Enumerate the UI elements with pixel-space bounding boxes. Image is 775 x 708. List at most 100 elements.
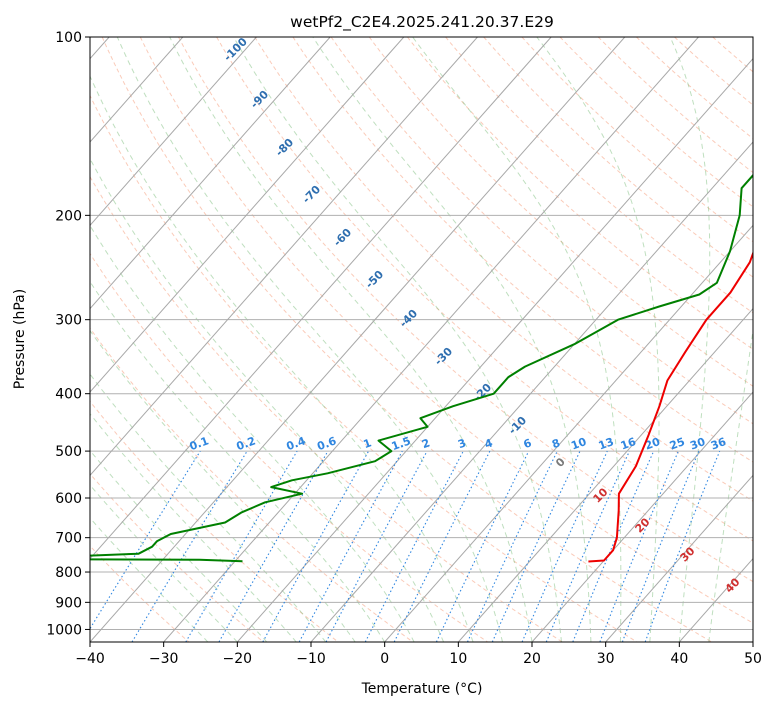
- dry-adiabat: [90, 545, 190, 642]
- mixing-ratio-line: [572, 450, 655, 642]
- isotherm-gridline: [90, 37, 405, 393]
- moist-adiabat: [312, 37, 592, 642]
- moist-adiabat: [90, 329, 356, 642]
- y-tick-label: 200: [55, 208, 82, 224]
- mixing-ratio-label: 2: [420, 436, 432, 451]
- plot-frame: [89, 36, 754, 643]
- mixing-ratio-line: [466, 450, 558, 642]
- moist-adiabat: [708, 327, 753, 642]
- mixing-ratio-line: [131, 450, 248, 642]
- isotherm-gridline: [236, 57, 753, 642]
- dry-adiabat: [90, 94, 638, 642]
- mixing-ratio-line: [621, 450, 700, 642]
- mixing-ratio-label: 16: [619, 435, 638, 453]
- dry-adiabat: [559, 37, 753, 208]
- y-tick-label: 900: [55, 595, 82, 611]
- dry-adiabat: [521, 37, 753, 243]
- mixing-ratio-line: [521, 450, 608, 642]
- x-tick-label: −40: [75, 651, 105, 667]
- moist-adiabat: [90, 75, 474, 642]
- mixing-ratio-label: 30: [688, 435, 707, 453]
- dry-adiabat: [597, 37, 753, 174]
- dewpoint-profile-line: [90, 173, 753, 563]
- isotherm-gridline: [90, 37, 626, 642]
- dry-adiabat: [254, 37, 753, 502]
- dry-adiabat: [483, 37, 753, 278]
- dry-adiabat: [139, 37, 753, 624]
- mixing-ratio-line: [364, 450, 464, 642]
- isotherm-label: -30: [432, 345, 455, 368]
- isotherm-gridline: [457, 307, 753, 642]
- x-tick-label: 0: [380, 651, 389, 667]
- isotherm-gridline: [90, 37, 478, 477]
- mixing-ratio-line: [298, 450, 403, 642]
- temperature-profile-line: [588, 250, 753, 563]
- isotherm-label: -40: [397, 307, 420, 330]
- moist-adiabat: [90, 373, 327, 642]
- isotherm-gridline: [90, 37, 331, 310]
- x-tick-label: −30: [149, 651, 179, 667]
- mixing-ratio-line: [90, 450, 201, 630]
- moist-adiabat: [233, 37, 562, 642]
- dry-adiabat: [407, 37, 753, 350]
- mixing-ratio-label: 6: [522, 436, 534, 451]
- mixing-ratio-line: [545, 450, 630, 642]
- x-tick-label: 40: [670, 651, 688, 667]
- mixing-ratio-label: 10: [569, 435, 588, 453]
- dry-adiabat: [101, 37, 712, 642]
- mixing-ratio-label: 0.4: [285, 434, 308, 453]
- moist-adiabat: [669, 37, 711, 642]
- mixing-ratio-line: [644, 450, 721, 642]
- dry-adiabat: [90, 252, 488, 642]
- isotherm-label: 0: [553, 455, 568, 470]
- isotherm-gridline: [90, 37, 552, 560]
- dry-adiabat: [712, 37, 753, 73]
- y-tick-label: 800: [55, 565, 82, 581]
- mixing-ratio-label: 0.1: [188, 434, 211, 453]
- isotherm-gridline: [384, 224, 753, 642]
- y-tick-label: 600: [55, 491, 82, 507]
- mixing-ratio-label: 36: [709, 435, 728, 453]
- y-tick-label: 500: [55, 444, 82, 460]
- mixing-ratio-line: [599, 450, 679, 642]
- isotherm-label: -70: [300, 183, 323, 206]
- moist-adiabat: [90, 484, 238, 642]
- x-axis-label: Temperature (°C): [361, 681, 483, 697]
- isotherm-gridline: [90, 37, 257, 227]
- x-tick-label: 30: [597, 651, 615, 667]
- y-tick-label: 700: [55, 531, 82, 547]
- x-tick-label: −20: [223, 651, 253, 667]
- mixing-ratio-line: [393, 450, 491, 642]
- y-tick-label: 400: [55, 387, 82, 403]
- dry-adiabat: [292, 37, 753, 463]
- mixing-ratio-label: 3: [456, 436, 468, 451]
- mixing-ratio-label: 8: [550, 436, 562, 451]
- isotherm-label: -60: [331, 226, 354, 249]
- isotherm-gridline: [90, 37, 184, 143]
- moist-adiabat: [169, 37, 533, 642]
- isotherm-label: -80: [273, 136, 296, 159]
- moist-adiabat: [412, 37, 622, 642]
- isotherm-gridline: [310, 141, 753, 642]
- mixing-ratio-label: 1: [362, 436, 374, 451]
- moist-adiabat: [536, 37, 660, 642]
- x-tick-label: 50: [744, 651, 762, 667]
- x-tick-label: 10: [449, 651, 467, 667]
- x-tick-label: −10: [296, 651, 326, 667]
- moist-adiabat: [90, 449, 268, 642]
- y-tick-label: 100: [55, 30, 82, 46]
- mixing-ratio-label: 25: [668, 435, 687, 452]
- mixing-ratio-line: [325, 450, 428, 642]
- mixing-ratio-label: 1.5: [390, 434, 413, 453]
- isotherm-gridline: [605, 474, 753, 642]
- moist-adiabat: [90, 157, 445, 642]
- mixing-ratio-label: 13: [597, 435, 616, 452]
- moist-adiabat: [90, 517, 209, 642]
- chart-title: wetPf2_C2E4.2025.241.20.37.E29: [290, 13, 554, 32]
- dry-adiabat: [216, 37, 753, 542]
- moist-adiabat: [90, 280, 386, 642]
- mixing-ratio-line: [435, 450, 530, 642]
- isotherm-gridline: [163, 37, 699, 642]
- dry-adiabat: [90, 473, 264, 642]
